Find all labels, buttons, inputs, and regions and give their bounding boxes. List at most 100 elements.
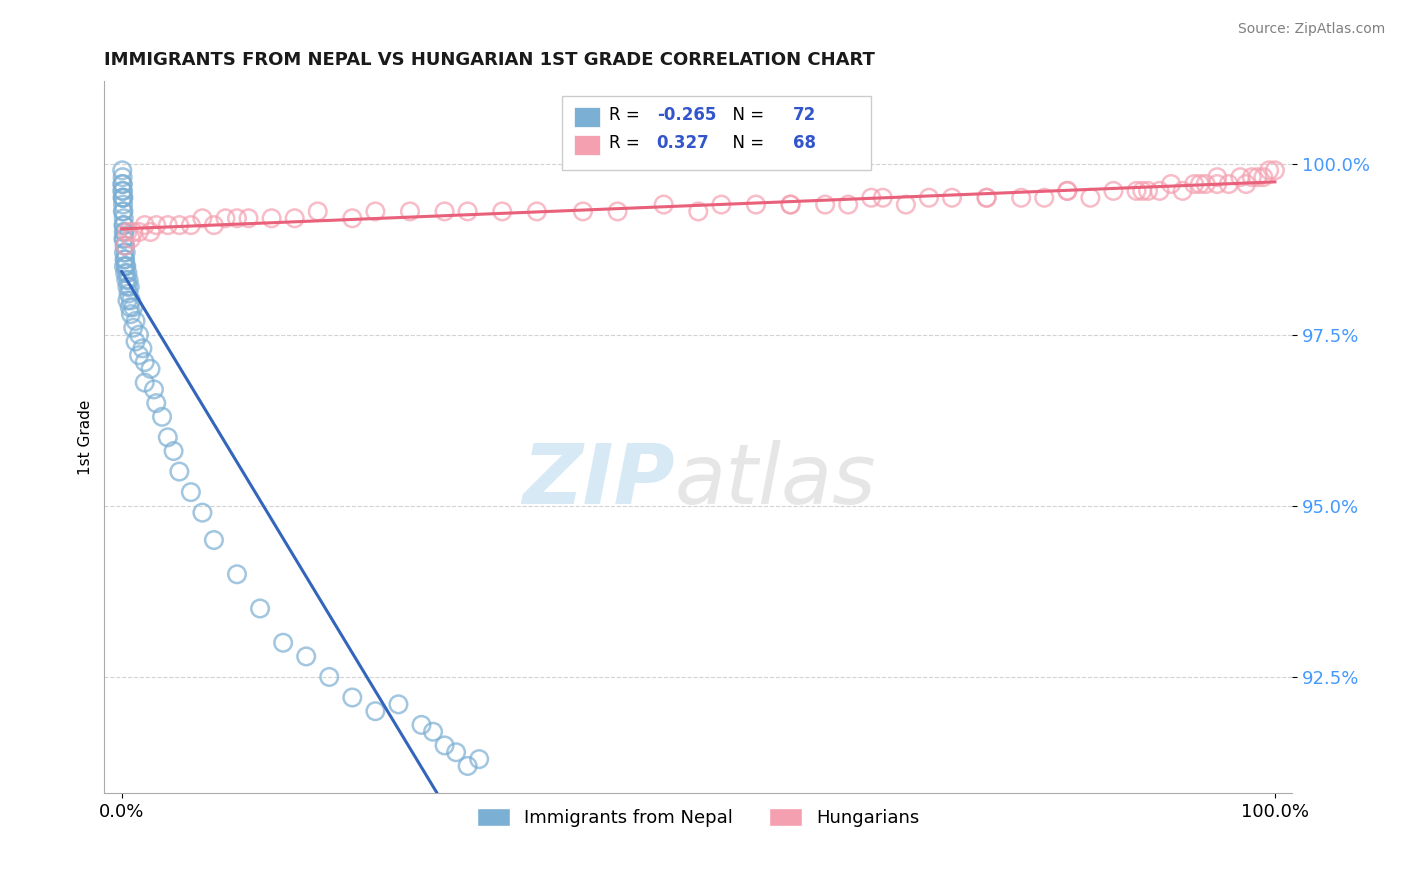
- Point: [387, 698, 409, 712]
- Point: [364, 204, 387, 219]
- Text: N =: N =: [723, 106, 769, 124]
- Point: [1206, 170, 1229, 185]
- Point: [202, 533, 225, 547]
- Point: [114, 245, 136, 260]
- Point: [120, 293, 142, 308]
- Point: [114, 238, 136, 252]
- Point: [433, 204, 456, 219]
- Point: [318, 670, 340, 684]
- Point: [180, 485, 202, 500]
- Point: [124, 334, 146, 349]
- Point: [745, 197, 768, 211]
- Point: [779, 197, 801, 211]
- Point: [111, 177, 134, 191]
- Point: [112, 232, 135, 246]
- Point: [1188, 177, 1211, 191]
- Point: [114, 238, 136, 252]
- Text: 0.327: 0.327: [657, 135, 710, 153]
- Point: [122, 300, 145, 314]
- Text: atlas: atlas: [675, 440, 876, 521]
- Point: [271, 636, 294, 650]
- Point: [572, 204, 595, 219]
- Point: [112, 218, 135, 232]
- Point: [114, 238, 136, 252]
- Text: 68: 68: [793, 135, 817, 153]
- Point: [117, 293, 139, 308]
- Point: [117, 273, 139, 287]
- Text: IMMIGRANTS FROM NEPAL VS HUNGARIAN 1ST GRADE CORRELATION CHART: IMMIGRANTS FROM NEPAL VS HUNGARIAN 1ST G…: [104, 51, 876, 69]
- Text: R =: R =: [609, 106, 645, 124]
- Point: [134, 355, 156, 369]
- Point: [128, 327, 150, 342]
- Point: [226, 211, 249, 226]
- Point: [411, 718, 433, 732]
- Point: [114, 252, 136, 267]
- Point: [468, 752, 491, 766]
- Point: [260, 211, 283, 226]
- Point: [1182, 177, 1205, 191]
- Point: [860, 191, 883, 205]
- Point: [139, 362, 162, 376]
- Point: [433, 739, 456, 753]
- Point: [779, 197, 801, 211]
- Point: [143, 383, 166, 397]
- Point: [122, 320, 145, 334]
- Point: [526, 204, 548, 219]
- Point: [976, 191, 998, 205]
- Point: [145, 218, 167, 232]
- Point: [284, 211, 307, 226]
- Point: [1125, 184, 1147, 198]
- Point: [111, 204, 134, 219]
- Point: [112, 259, 135, 273]
- Point: [1264, 163, 1286, 178]
- Point: [112, 232, 135, 246]
- Point: [112, 218, 135, 232]
- Point: [226, 567, 249, 582]
- Point: [872, 191, 894, 205]
- Point: [169, 218, 191, 232]
- Point: [191, 211, 214, 226]
- Point: [111, 191, 134, 205]
- Point: [238, 211, 260, 226]
- Point: [249, 601, 271, 615]
- Point: [117, 266, 139, 280]
- Point: [180, 218, 202, 232]
- Point: [112, 191, 135, 205]
- Text: ZIP: ZIP: [522, 440, 675, 521]
- Point: [1010, 191, 1032, 205]
- Point: [112, 225, 135, 239]
- Point: [652, 197, 675, 211]
- Point: [120, 232, 142, 246]
- Point: [156, 430, 179, 444]
- Point: [112, 211, 135, 226]
- Point: [112, 197, 135, 211]
- Point: [169, 465, 191, 479]
- Point: [134, 218, 156, 232]
- Point: [1130, 184, 1153, 198]
- Point: [112, 184, 135, 198]
- Point: [1240, 170, 1263, 185]
- Text: N =: N =: [723, 135, 769, 153]
- Point: [814, 197, 837, 211]
- Point: [307, 204, 329, 219]
- Point: [422, 724, 444, 739]
- Point: [111, 163, 134, 178]
- Point: [111, 191, 134, 205]
- Text: 72: 72: [793, 106, 817, 124]
- Point: [1056, 184, 1078, 198]
- Point: [1171, 184, 1194, 198]
- Point: [295, 649, 318, 664]
- Point: [364, 704, 387, 718]
- Point: [118, 279, 141, 293]
- Point: [114, 266, 136, 280]
- Point: [457, 759, 479, 773]
- Point: [150, 409, 173, 424]
- Point: [976, 191, 998, 205]
- Point: [1160, 177, 1182, 191]
- Point: [128, 225, 150, 239]
- Point: [1253, 170, 1275, 185]
- Point: [117, 279, 139, 293]
- Point: [1234, 177, 1257, 191]
- Point: [131, 342, 153, 356]
- Point: [202, 218, 225, 232]
